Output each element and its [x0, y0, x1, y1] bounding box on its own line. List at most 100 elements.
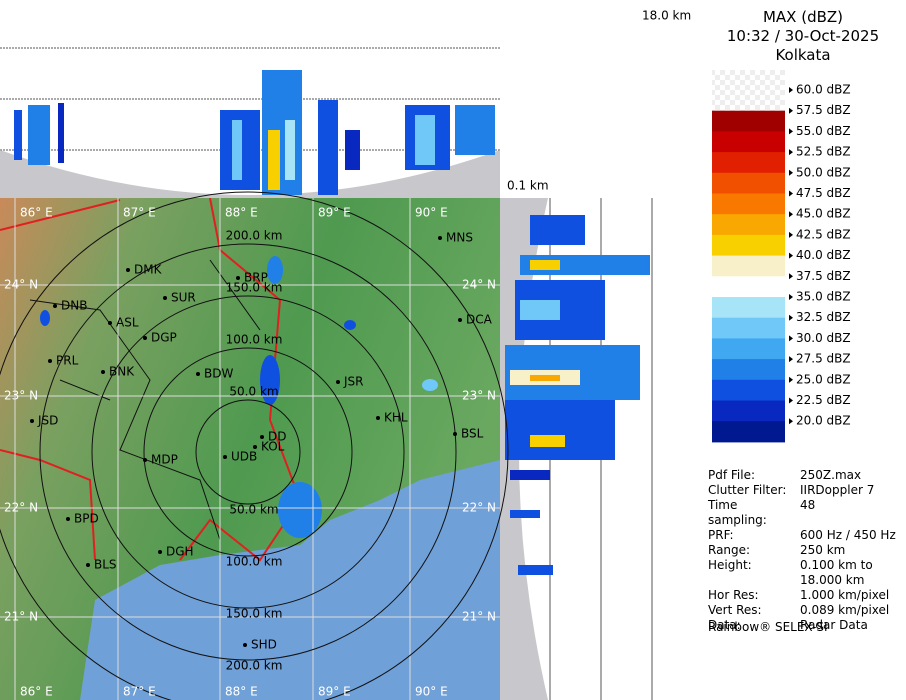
- place-label: DNB: [61, 299, 87, 313]
- profile-mask: [500, 198, 548, 700]
- info-row: Clutter Filter: IIRDoppler 7: [708, 483, 904, 498]
- place-label: ASL: [116, 316, 139, 330]
- place-label: DD: [268, 430, 286, 444]
- lat-label: 24° N: [4, 278, 38, 292]
- range-ring: [143, 347, 353, 557]
- info-key: Height:: [708, 558, 752, 572]
- legend-arrow: [789, 149, 793, 156]
- legend-label: 42.5 dBZ: [796, 227, 851, 241]
- place-dot: [143, 336, 147, 340]
- range-label: 50.0 km: [229, 385, 278, 399]
- place-label: BPD: [74, 512, 99, 526]
- info-row: Vert Res: 0.089 km/pixel: [708, 603, 904, 618]
- info-row: Time sampling: 48: [708, 498, 904, 528]
- info-value: 1.000 km/pixel: [800, 588, 890, 602]
- legend-label: 35.0 dBZ: [796, 290, 851, 304]
- legend-arrow: [789, 107, 793, 114]
- place-dot: [86, 563, 90, 567]
- place-label: JSD: [37, 414, 58, 428]
- legend-arrow: [789, 87, 793, 93]
- place-label: BSL: [461, 427, 484, 441]
- lon-label: 89° E: [318, 206, 351, 220]
- legend-swatch: [712, 255, 785, 277]
- lat-label: 21° N: [462, 610, 496, 624]
- place-dot: [163, 296, 167, 300]
- place-label: JSR: [343, 375, 364, 389]
- info-panel: Pdf File: 250Z.max Clutter Filter: IIRDoppl…: [708, 468, 904, 633]
- info-value: IIRDoppler 7: [800, 483, 875, 497]
- place-dot: [108, 321, 112, 325]
- range-label: 150.0 km: [226, 281, 283, 295]
- height-label: 18.0 km: [642, 9, 691, 23]
- legend-label: 60.0 dBZ: [796, 83, 851, 97]
- range-label: 200.0 km: [226, 229, 283, 243]
- place-dot: [253, 445, 257, 449]
- map: [0, 198, 500, 700]
- lat-label: 24° N: [462, 278, 496, 292]
- info-key: Pdf File:: [708, 468, 756, 482]
- legend-label: 45.0 dBZ: [796, 207, 851, 221]
- legend-swatch: [712, 214, 785, 236]
- range-label: 50.0 km: [229, 503, 278, 517]
- legend-arrow: [789, 356, 793, 363]
- legend-swatch: [712, 131, 785, 153]
- title: MAX (dBZ): [762, 8, 844, 26]
- legend-label: 52.5 dBZ: [796, 145, 851, 159]
- range-label: 100.0 km: [226, 555, 283, 569]
- lon-label: 88° E: [225, 685, 258, 699]
- info-value: 250 km: [800, 543, 846, 557]
- place-label: BRP: [244, 271, 268, 285]
- place-label: KOL: [261, 440, 285, 454]
- range-label: 150.0 km: [226, 607, 283, 621]
- legend-arrow: [789, 418, 793, 425]
- range-ring: [195, 399, 301, 505]
- legend-label: 57.5 dBZ: [796, 103, 851, 117]
- legend-arrow: [789, 294, 793, 300]
- legend-swatch: [712, 317, 785, 339]
- footer: Rainbow® SELEX-SI: [708, 620, 828, 634]
- info-row: Height: 0.100 km to 18.000 km: [708, 558, 904, 588]
- lat-label: 23° N: [4, 389, 38, 403]
- place-dot: [236, 276, 240, 280]
- legend-label: 20.0 dBZ: [796, 414, 851, 428]
- lon-label: 89° E: [318, 685, 351, 699]
- place-dot: [260, 435, 264, 439]
- legend-label: 50.0 dBZ: [796, 165, 851, 179]
- legend-arrow: [789, 128, 793, 135]
- legend-arrow: [789, 231, 793, 238]
- lon-label: 90° E: [415, 685, 448, 699]
- legend-transparent: [712, 70, 785, 114]
- info-value: 48: [800, 498, 816, 512]
- place-dot: [458, 318, 462, 322]
- profile-mask: [0, 150, 500, 198]
- place-dot: [438, 236, 442, 240]
- info-value: 250Z.max: [800, 468, 862, 482]
- lat-label: 21° N: [4, 610, 38, 624]
- legend-swatch: [712, 172, 785, 194]
- datetime: 10:32 / 30-Oct-2025: [726, 27, 880, 45]
- legend-swatch: [712, 421, 785, 443]
- range-rings: [0, 191, 509, 700]
- legend-swatch: [712, 234, 785, 257]
- info-key: Vert Res:: [708, 603, 762, 617]
- info-key: Range:: [708, 543, 751, 557]
- place-label: KHL: [384, 411, 408, 425]
- place-label: BDW: [204, 367, 233, 381]
- range-ring: [91, 295, 405, 609]
- legend-arrow: [789, 169, 793, 176]
- lon-label: 90° E: [415, 206, 448, 220]
- legend-arrow: [789, 397, 793, 404]
- lat-label: 23° N: [462, 389, 496, 403]
- place-label: DGP: [151, 331, 177, 345]
- legend-arrow: [789, 273, 793, 280]
- place-dot: [126, 268, 130, 272]
- legend-swatch: [712, 152, 785, 174]
- place-dot: [53, 304, 57, 308]
- place-dot: [376, 416, 380, 420]
- legend-swatch: [712, 338, 785, 360]
- legend-swatch: [712, 193, 785, 215]
- place-dot: [223, 455, 227, 459]
- location: Kolkata: [775, 46, 831, 64]
- lat-label: 22° N: [4, 501, 38, 515]
